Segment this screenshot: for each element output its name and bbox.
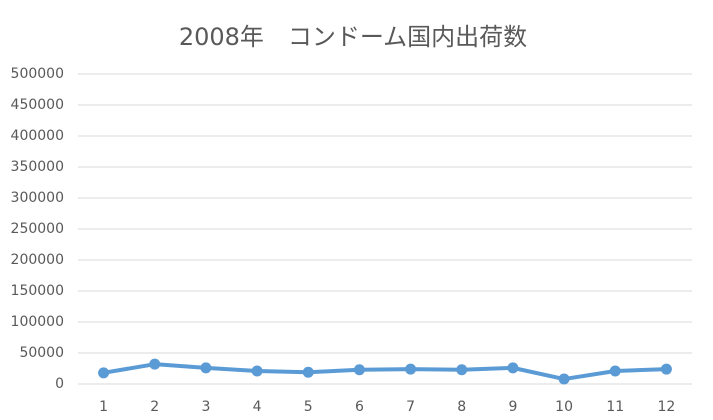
x-tick-label: 11 xyxy=(606,399,624,415)
x-tick-label: 3 xyxy=(201,399,210,415)
y-tick-label: 200000 xyxy=(11,252,64,268)
x-tick-label: 7 xyxy=(406,399,415,415)
y-tick-label: 350000 xyxy=(11,159,64,175)
x-tick-label: 5 xyxy=(304,399,313,415)
point xyxy=(507,362,519,374)
x-tick-label: 2 xyxy=(150,399,159,415)
point xyxy=(302,366,314,378)
point xyxy=(558,373,570,385)
point xyxy=(660,363,672,375)
y-tick-label: 0 xyxy=(55,376,64,392)
y-tick-label: 400000 xyxy=(11,128,64,144)
x-tick-label: 9 xyxy=(508,399,517,415)
point xyxy=(98,367,110,379)
y-tick-label: 300000 xyxy=(11,190,64,206)
x-tick-label: 10 xyxy=(555,399,573,415)
y-tick-label: 500000 xyxy=(11,66,64,82)
point xyxy=(251,365,263,377)
y-tick-label: 450000 xyxy=(11,97,64,113)
point xyxy=(149,358,161,370)
y-tick-label: 100000 xyxy=(11,314,64,330)
x-tick-label: 1 xyxy=(99,399,108,415)
y-tick-label: 150000 xyxy=(11,283,64,299)
x-tick-label: 12 xyxy=(658,399,676,415)
point xyxy=(353,364,365,376)
point xyxy=(456,364,468,376)
y-tick-label: 50000 xyxy=(19,345,64,361)
x-tick-label: 4 xyxy=(253,399,262,415)
line xyxy=(103,362,667,382)
x-tick-label: 6 xyxy=(355,399,364,415)
point xyxy=(609,365,621,377)
x-tick-label: 8 xyxy=(457,399,466,415)
chart-title: 2008年 コンドーム国内出荷数 xyxy=(179,23,527,51)
point xyxy=(200,362,212,374)
y-tick-label: 250000 xyxy=(11,221,64,237)
point xyxy=(405,363,417,375)
